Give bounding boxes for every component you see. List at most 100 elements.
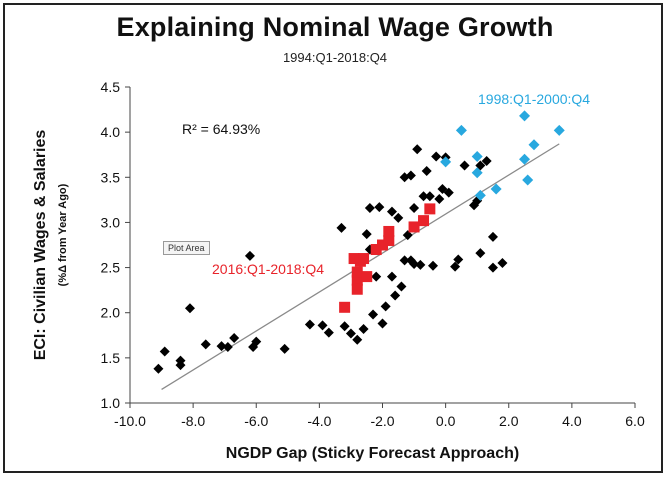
data-point-red [424,203,436,215]
plot-area-tooltip: Plot Area [163,241,210,255]
data-point-blue [528,139,540,151]
data-point [222,342,233,353]
data-point [361,229,372,240]
data-point [450,261,461,272]
data-point-blue [490,183,502,195]
data-point [279,343,290,354]
annotation-1998-2000: 1998:Q1-2000:Q4 [478,91,590,107]
data-point [371,271,382,282]
chart-frame [3,3,663,473]
x-tick-label: -6.0 [244,413,268,429]
data-point-blue [474,189,486,201]
chart-title: Explaining Nominal Wage Growth [116,12,554,42]
data-point-blue [471,151,483,163]
data-point [386,271,397,282]
x-tick-label: 4.0 [562,413,582,429]
data-point [184,303,195,314]
data-point [405,170,416,181]
data-point-red [339,301,351,313]
data-point [443,187,454,198]
y-tick-label: 1.0 [101,395,121,411]
data-point [386,206,397,217]
x-tick-label: 2.0 [499,413,519,429]
data-point [459,160,470,171]
y-tick-label: 3.0 [101,214,121,230]
y-tick-label: 2.5 [101,260,121,276]
chart-subtitle: 1994:Q1-2018:Q4 [282,50,388,65]
data-point [159,346,170,357]
data-point-blue [519,153,531,165]
data-point [251,336,262,347]
data-point [428,260,438,271]
r-squared-label: R² = 64.93% [182,121,260,137]
data-point-blue [471,167,483,179]
x-axis-label: NGDP Gap (Sticky Forecast Approach) [226,445,519,462]
data-point [368,309,379,320]
data-point [374,202,385,213]
data-point [412,144,423,155]
data-point-red [358,253,370,265]
data-point-red [351,283,363,295]
data-point [418,191,429,202]
y-tick-label: 4.5 [101,79,121,95]
x-tick-label: 6.0 [625,413,645,429]
data-point [415,259,426,270]
x-tick-label: -10.0 [114,413,146,429]
data-point [175,355,186,366]
data-point [339,321,350,332]
data-point [216,341,227,352]
data-point [380,301,391,312]
data-point-blue [522,174,534,186]
y-tick-label: 4.0 [101,124,121,140]
data-point [244,250,255,261]
x-tick-label: -4.0 [307,413,331,429]
data-point [409,202,420,213]
data-point [377,318,388,329]
data-point [431,151,442,162]
data-point [358,323,369,334]
data-point-red [351,266,363,278]
y-tick-label: 2.0 [101,305,121,321]
y-axis-sublabel: (%Δ from Year Ago) [57,183,69,286]
data-point [402,230,413,241]
annotation-2016-2018: 2016:Q1-2018:Q4 [212,261,324,277]
y-axis-label: ECI: Civilian Wages & Salaries [32,130,49,361]
data-point [304,319,315,330]
y-tick-label: 3.5 [101,169,121,185]
data-point-red [361,271,373,283]
data-point-red [408,221,420,233]
data-point [153,363,164,374]
x-tick-label: 0.0 [436,413,456,429]
data-point-blue [519,110,531,122]
data-point [345,328,356,339]
data-point [424,191,435,202]
data-point [409,258,420,269]
data-point [393,212,404,223]
data-point-red [418,215,430,227]
data-point-red [377,239,388,251]
data-point [475,248,486,259]
data-point [336,222,347,233]
data-point [399,255,410,266]
data-point-red [370,244,382,256]
data-point [317,320,328,331]
x-tick-label: -2.0 [370,413,394,429]
data-point [421,165,432,176]
data-point [323,327,334,338]
data-point-blue [440,156,452,168]
data-point [481,156,492,167]
data-point [453,254,464,265]
data-point [229,332,240,343]
data-point [487,262,498,273]
data-point [352,334,363,345]
data-point [434,193,445,204]
data-point-blue [553,124,565,136]
data-point [396,281,407,292]
data-point-red [383,234,395,246]
data-point-red [351,274,363,286]
data-point [487,231,498,242]
data-point-red [348,253,360,265]
x-tick-label: -8.0 [181,413,205,429]
data-point [200,339,211,350]
